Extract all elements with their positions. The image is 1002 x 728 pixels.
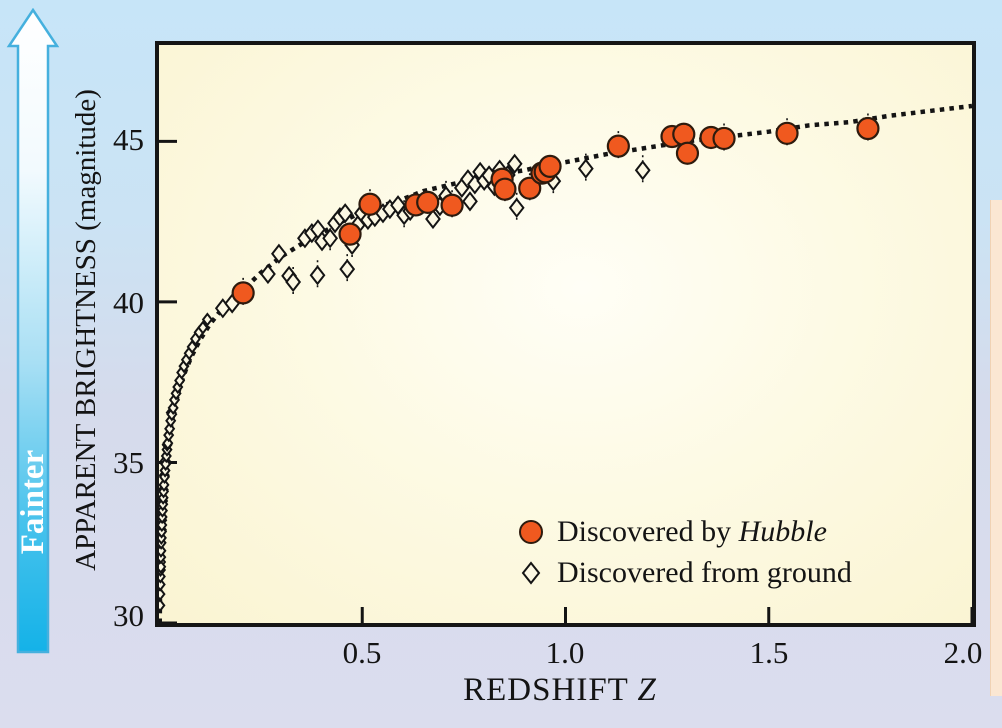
x-axis-title-text: REDSHIFT <box>463 672 638 708</box>
fainter-arrow-icon <box>6 8 60 654</box>
legend-hubble-label: Discovered by Hubble <box>557 514 827 548</box>
x-tick-label-2-0: 2.0 <box>943 635 983 670</box>
y-tick-label-45: 45 <box>113 122 144 157</box>
legend-item-ground: Discovered from ground <box>517 552 852 593</box>
x-tick-label-1-0: 1.0 <box>545 635 585 670</box>
legend-ground-label: Discovered from ground <box>557 555 852 589</box>
x-axis-title: REDSHIFT Z <box>380 672 740 709</box>
legend-item-hubble: Discovered by Hubble <box>517 511 852 552</box>
plot-canvas <box>159 103 972 623</box>
x-tick-label-1-5: 1.5 <box>749 635 789 670</box>
page-edge-strip <box>990 200 1002 696</box>
hubble-circle-marker-icon <box>519 519 543 544</box>
fainter-label: Fainter <box>15 449 51 555</box>
x-tick-label-0-5: 0.5 <box>342 635 382 670</box>
y-tick-label-40: 40 <box>113 285 144 320</box>
x-axis-title-z: Z <box>637 672 657 708</box>
legend-hubble-italic: Hubble <box>738 514 827 548</box>
plot-area <box>155 41 976 627</box>
y-tick-label-30: 30 <box>113 598 144 633</box>
ground-diamond-marker-icon <box>521 560 541 585</box>
y-tick-label-35: 35 <box>113 445 144 480</box>
y-axis-title: APPARENT BRIGHTNESS (magnitude) <box>70 89 102 571</box>
legend: Discovered by Hubble Discovered from gro… <box>517 511 852 593</box>
